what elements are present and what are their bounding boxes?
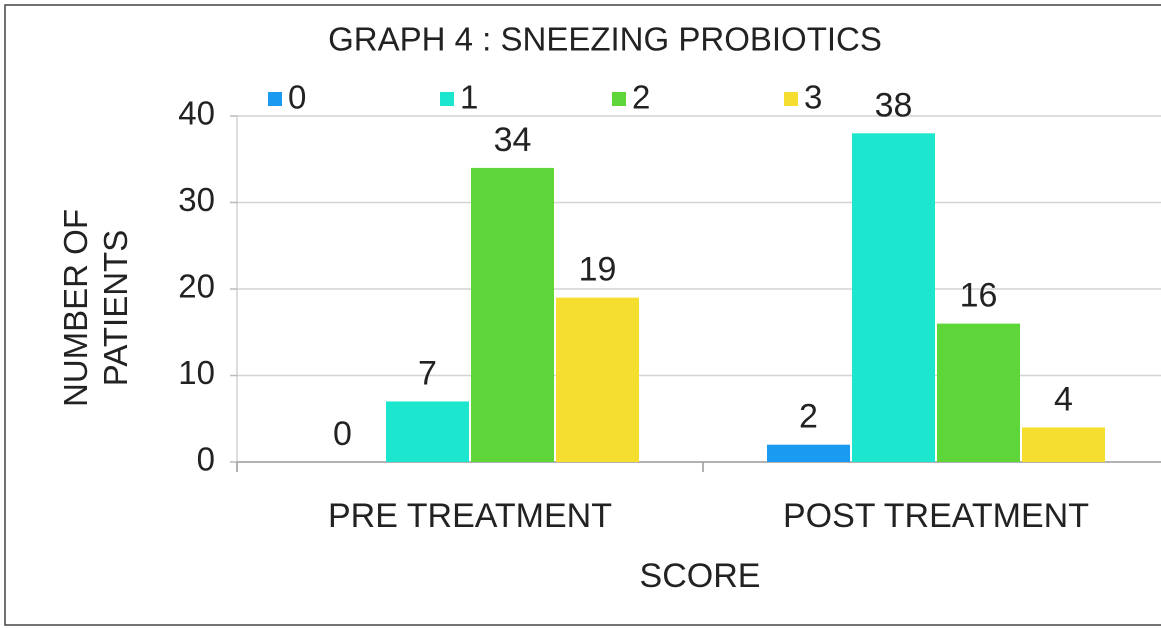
legend-swatch [440, 92, 454, 106]
bar [852, 133, 935, 463]
bar [1022, 427, 1105, 462]
legend-label: 1 [460, 79, 478, 116]
data-label: 38 [875, 86, 913, 124]
chart-title: GRAPH 4 : SNEEZING PROBIOTICS [328, 21, 882, 58]
legend-label: 3 [804, 79, 822, 116]
y-tick-label: 30 [178, 181, 215, 218]
data-label: 7 [418, 354, 437, 392]
legend-swatch [612, 92, 626, 106]
y-axis-title: NUMBER OF PATIENTS [57, 209, 134, 407]
x-axis-title: SCORE [640, 557, 761, 595]
data-label: 19 [579, 251, 617, 289]
x-tick-label: PRE TREATMENT [328, 497, 612, 535]
legend-swatch [268, 92, 282, 106]
y-tick-label: 0 [197, 441, 215, 478]
data-label: 34 [494, 121, 532, 159]
bar [937, 323, 1020, 462]
legend-label: 2 [632, 79, 650, 116]
bar [471, 167, 554, 462]
y-tick-label: 20 [178, 268, 215, 305]
data-label: 4 [1054, 380, 1073, 418]
y-tick-label: 40 [178, 95, 215, 132]
bar [556, 297, 639, 462]
data-label: 2 [799, 398, 818, 436]
data-label: 0 [333, 415, 352, 453]
bar [767, 444, 850, 462]
bar [386, 401, 469, 462]
data-label: 16 [960, 277, 998, 315]
y-tick-label: 10 [178, 354, 215, 391]
legend-label: 0 [288, 79, 306, 116]
legend-swatch [784, 92, 798, 106]
x-tick-label: POST TREATMENT [783, 497, 1089, 535]
chart-border [4, 4, 1161, 626]
